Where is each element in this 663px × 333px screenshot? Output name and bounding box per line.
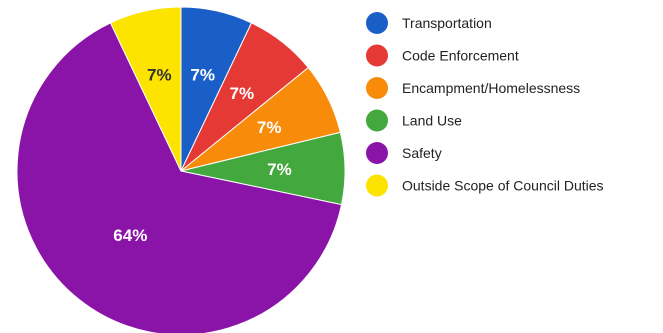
legend-label-land-use: Land Use (402, 113, 462, 129)
pie-slice-labels: 7%7%7%7%64%7% (113, 66, 291, 246)
legend-swatch-transportation (366, 12, 388, 34)
legend-label-safety: Safety (402, 145, 442, 161)
pie-slice-label-code-enforcement: 7% (230, 84, 255, 103)
legend-swatch-safety (366, 142, 388, 164)
legend-item-encampment-homelessness: Encampment/Homelessness (366, 77, 580, 99)
legend-item-outside-scope-of-council-duties: Outside Scope of Council Duties (366, 174, 604, 197)
pie-slices (16, 6, 346, 333)
legend-label-transportation: Transportation (402, 15, 492, 31)
legend-item-transportation: Transportation (366, 12, 492, 34)
legend-label-code-enforcement: Code Enforcement (402, 48, 519, 64)
legend-label-outside-scope-of-council-duties: Outside Scope of Council Duties (402, 178, 604, 194)
legend-item-code-enforcement: Code Enforcement (366, 44, 519, 67)
pie-slice-label-transportation: 7% (190, 66, 215, 85)
legend-swatch-encampment-homelessness (366, 77, 388, 99)
pie-slice-label-outside-scope-of-council-duties: 7% (147, 66, 172, 85)
legend-item-land-use: Land Use (366, 109, 462, 132)
legend-swatch-land-use (366, 109, 388, 132)
legend-item-safety: Safety (366, 142, 442, 164)
pie-slice-outside-scope-of-council-duties (109, 6, 182, 172)
legend-label-encampment-homelessness: Encampment/Homelessness (402, 80, 580, 96)
pie-slice-safety (16, 22, 343, 333)
pie-slice-label-safety: 64% (113, 226, 147, 245)
legend-swatch-outside-scope-of-council-duties (366, 174, 388, 197)
pie-slice-label-encampment-homelessness: 7% (257, 118, 282, 137)
legend: Transportation Code Enforcement Encampment… (366, 12, 604, 197)
legend-swatch-code-enforcement (366, 44, 388, 67)
pie-slice-label-land-use: 7% (267, 160, 292, 179)
